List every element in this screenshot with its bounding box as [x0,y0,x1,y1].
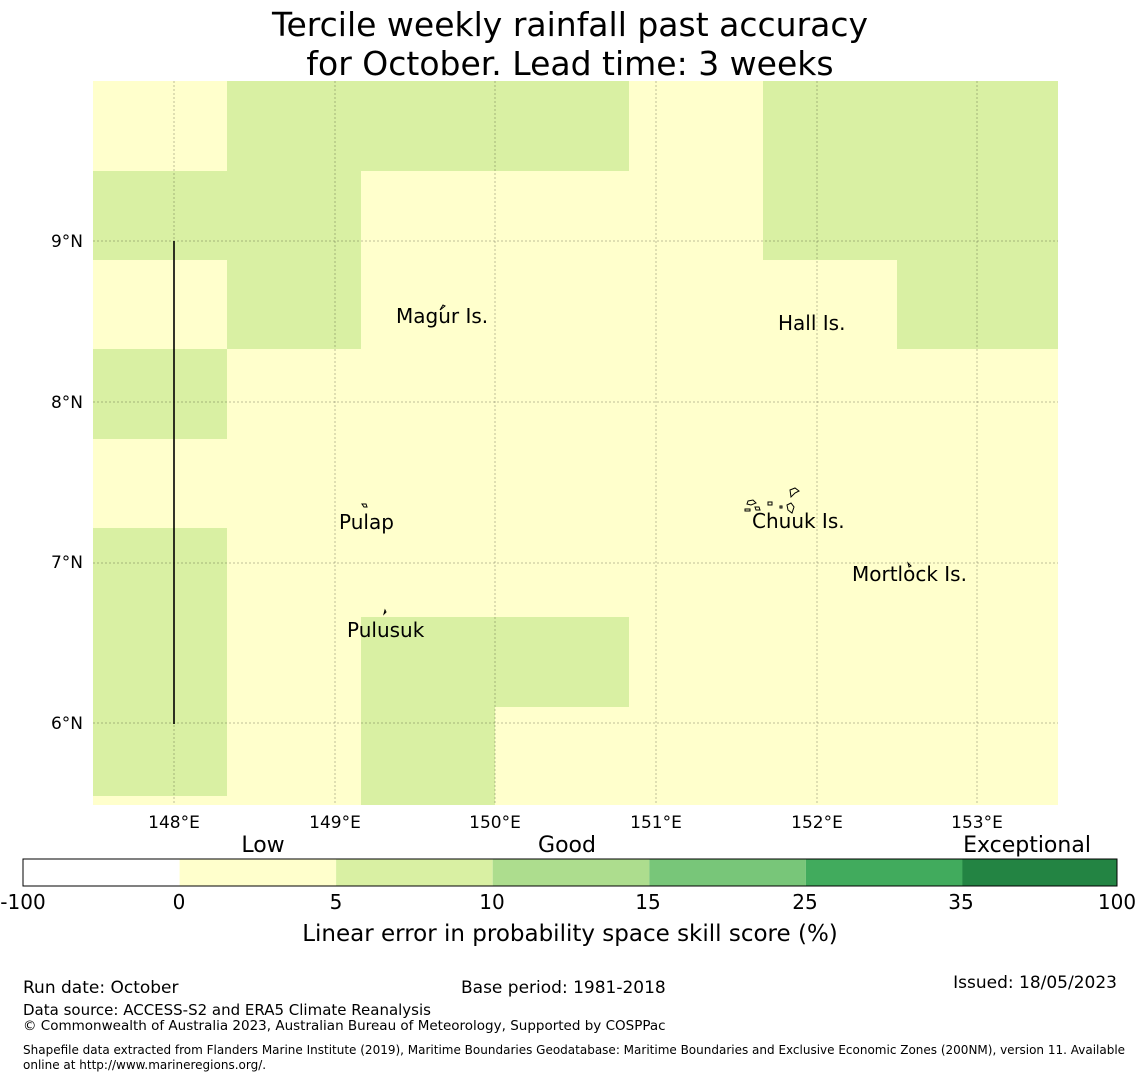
place-label: Mortlock Is. [852,562,967,586]
colorbar-segment [492,859,650,886]
pulusuk-island-outline [383,608,387,616]
colorbar-segment [336,859,493,886]
shapefile-credit: Shapefile data extracted from Flanders M… [23,1043,1126,1072]
chuuk-island-outline [744,487,800,514]
map-title-line-2: for October. Lead time: 3 weeks [306,44,834,83]
base-period: Base period: 1981-2018 [461,978,666,998]
data-source: Data source: ACCESS-S2 and ERA5 Climate … [23,1001,431,1019]
lat-tick-label: 6°N [51,714,83,734]
good-cell [361,617,629,707]
colorbar-tick-label: 10 [479,890,504,914]
colorbar [22,858,1118,887]
colorbar-axis-label: Linear error in probability space skill … [302,921,838,947]
colorbar-tick-labels: -100 0 5 10 15 25 35 100 [0,890,1136,914]
latitude-tick-labels: 6°N 7°N 8°N 9°N [51,232,83,734]
lon-tick-label: 150°E [469,813,521,833]
map-title-line-1: Tercile weekly rainfall past accuracy [271,5,869,44]
colorbar-tick-label: 100 [1098,890,1136,914]
place-label: Pulusuk [347,618,425,642]
island-outlines [361,304,912,616]
category-label-exceptional: Exceptional [963,833,1091,858]
lon-tick-label: 153°E [951,813,1003,833]
place-labels: Magur Is. Hall Is. Pulap Chuuk Is. Mortl… [339,304,967,642]
magur-island-outline [439,304,446,311]
good-cell [93,349,227,439]
pulap-island-outline [361,503,368,508]
copyright-notice: © Commonwealth of Australia 2023, Austra… [23,1018,666,1034]
skill-grid [93,81,1058,805]
lon-tick-label: 151°E [630,813,682,833]
colorbar-segment [179,859,337,886]
lat-tick-label: 7°N [51,553,83,573]
colorbar-category-labels: Low Good Exceptional [241,833,1091,858]
colorbar-tick-label: 0 [173,890,186,914]
good-cell [361,707,495,805]
colorbar-outline [22,858,1118,887]
colorbar-segment [805,859,963,886]
good-cell [763,81,1058,260]
colorbar-segment [649,859,806,886]
good-cell [93,528,227,796]
place-label: Magur Is. [396,304,488,328]
good-cell [93,171,361,260]
colorbar-tick-label: -100 [0,890,45,914]
good-cell [227,81,629,171]
place-label: Hall Is. [778,311,845,335]
good-cell [227,260,361,349]
category-label-low: Low [241,833,284,858]
colorbar-tick-label: 15 [635,890,660,914]
category-label-good: Good [538,833,596,858]
lat-tick-label: 9°N [51,232,83,252]
lon-tick-label: 152°E [791,813,843,833]
colorbar-segment [962,859,1117,886]
issued-date: Issued: 18/05/2023 [953,973,1117,993]
lon-tick-label: 148°E [148,813,200,833]
run-date: Run date: October [23,978,179,998]
colorbar-tick-label: 35 [948,890,973,914]
mortlock-island-outline [907,561,912,568]
lon-tick-label: 149°E [309,813,361,833]
lat-tick-label: 8°N [51,393,83,413]
good-cell [897,260,1058,349]
colorbar-segment [23,859,180,886]
longitude-tick-labels: 148°E 149°E 150°E 151°E 152°E 153°E [148,813,1003,833]
place-label: Pulap [339,510,394,534]
colorbar-tick-label: 5 [330,890,343,914]
place-label: Chuuk Is. [752,509,845,533]
colorbar-tick-label: 25 [792,890,817,914]
